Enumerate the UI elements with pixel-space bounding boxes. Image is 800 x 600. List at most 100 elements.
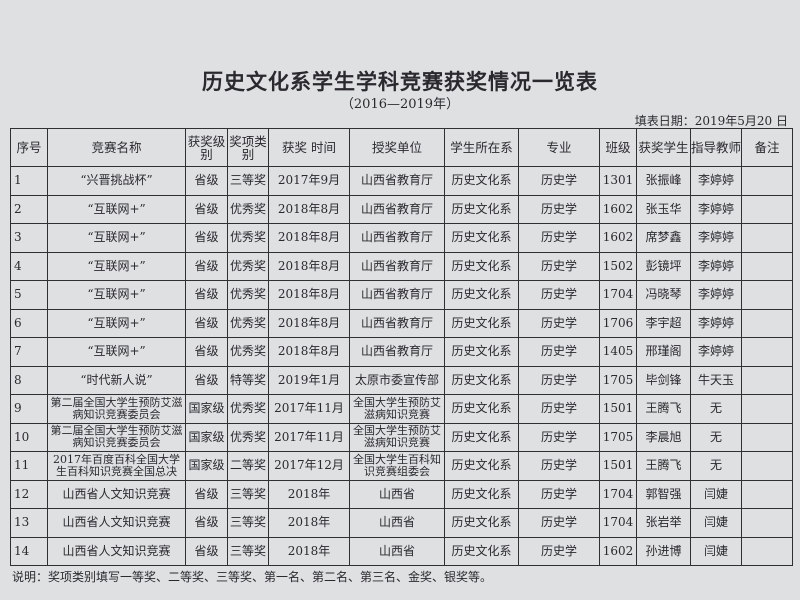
cell-award-category: 优秀奖 (227, 223, 269, 253)
header-advisor: 指导教师 (690, 128, 742, 167)
cell-major: 历史学 (518, 451, 600, 481)
cell-competition-name: “互联网+” (47, 223, 186, 253)
cell-department: 历史文化系 (444, 280, 519, 310)
cell-index: 8 (10, 365, 48, 395)
cell-award-category: 优秀奖 (227, 394, 269, 424)
cell-class: 1602 (599, 536, 637, 566)
table-row: 4 “互联网+” 省级 优秀奖 2018年8月 山西省教育厅 历史文化系 历史学 1502 彭镜坪… (10, 251, 793, 281)
cell-class: 1705 (599, 365, 637, 395)
cell-department: 历史文化系 (444, 308, 519, 338)
cell-index: 4 (10, 251, 48, 281)
cell-major: 历史学 (518, 394, 600, 424)
cell-advisor: 闫婕 (690, 479, 742, 509)
cell-student: 张振峰 (636, 166, 691, 196)
cell-major: 历史学 (518, 223, 600, 253)
cell-award-category: 特等奖 (227, 365, 269, 395)
cell-student: 孙进博 (636, 536, 691, 566)
cell-advisor: 无 (690, 422, 742, 452)
cell-remarks (741, 194, 793, 224)
header-department: 学生所在系 (444, 128, 519, 167)
cell-student: 张玉华 (636, 194, 691, 224)
table-row: 2 “互联网+” 省级 优秀奖 2018年8月 山西省教育厅 历史文化系 历史学 1602 张玉华… (10, 194, 793, 224)
cell-department: 历史文化系 (444, 422, 519, 452)
table-row: 1 “兴晋挑战杯” 省级 三等奖 2017年9月 山西省教育厅 历史文化系 历史学 1301 张振… (10, 166, 793, 196)
cell-competition-name: “互联网+” (47, 251, 186, 281)
cell-department: 历史文化系 (444, 394, 519, 424)
cell-class: 1501 (599, 394, 637, 424)
header-index: 序号 (10, 128, 48, 167)
cell-award-level: 省级 (185, 479, 228, 509)
document-title: 历史文化系学生学科竞赛获奖情况一览表 (202, 69, 598, 94)
cell-competition-name: “互联网+” (47, 280, 186, 310)
cell-advisor: 无 (690, 394, 742, 424)
table-row: 7 “互联网+” 省级 优秀奖 2018年8月 山西省教育厅 历史文化系 历史学 1405 邢瑾阁… (10, 337, 793, 367)
cell-award-category: 优秀奖 (227, 308, 269, 338)
cell-award-level: 省级 (185, 365, 228, 395)
cell-department: 历史文化系 (444, 194, 519, 224)
cell-award-time: 2018年8月 (268, 337, 350, 367)
table-row: 6 “互联网+” 省级 优秀奖 2018年8月 山西省教育厅 历史文化系 历史学 1706 李宇超… (10, 308, 793, 338)
cell-competition-name: 山西省人文知识竞赛 (47, 508, 186, 538)
cell-department: 历史文化系 (444, 451, 519, 481)
cell-major: 历史学 (518, 365, 600, 395)
cell-remarks (741, 223, 793, 253)
cell-award-time: 2017年12月 (268, 451, 350, 481)
cell-index: 6 (10, 308, 48, 338)
table-row: 14 山西省人文知识竞赛 省级 三等奖 2018年 山西省 历史文化系 历史学 1602 孙进博闫… (10, 536, 793, 566)
header-major: 专业 (518, 128, 600, 167)
cell-awarding-unit: 山西省教育厅 (349, 280, 445, 310)
cell-advisor: 李婷婷 (690, 194, 742, 224)
cell-class: 1301 (599, 166, 637, 196)
cell-competition-name: “互联网+” (47, 308, 186, 338)
cell-competition-name: 第二届全国大学生预防艾滋病知识竞赛委员会 (47, 394, 186, 424)
cell-class: 1704 (599, 508, 637, 538)
cell-awarding-unit: 山西省 (349, 536, 445, 566)
cell-index: 9 (10, 394, 48, 424)
cell-awarding-unit: 山西省 (349, 479, 445, 509)
cell-student: 席梦鑫 (636, 223, 691, 253)
cell-index: 7 (10, 337, 48, 367)
cell-award-level: 省级 (185, 508, 228, 538)
cell-award-time: 2018年8月 (268, 280, 350, 310)
cell-award-category: 优秀奖 (227, 251, 269, 281)
cell-award-category: 三等奖 (227, 536, 269, 566)
cell-department: 历史文化系 (444, 479, 519, 509)
cell-remarks (741, 365, 793, 395)
cell-index: 11 (10, 451, 48, 481)
table-row: 11 2017年百度百科全国大学生百科知识竞赛全国总决 国家级 二等奖 2017年12月… (10, 451, 793, 481)
cell-awarding-unit: 山西省教育厅 (349, 194, 445, 224)
cell-remarks (741, 451, 793, 481)
cell-index: 3 (10, 223, 48, 253)
fill-date: 填表日期：2019年5月20 日 (634, 114, 788, 128)
cell-awarding-unit: 山西省 (349, 508, 445, 538)
cell-remarks (741, 251, 793, 281)
cell-class: 1706 (599, 308, 637, 338)
cell-awarding-unit: 山西省教育厅 (349, 337, 445, 367)
cell-department: 历史文化系 (444, 223, 519, 253)
cell-index: 5 (10, 280, 48, 310)
cell-class: 1602 (599, 223, 637, 253)
cell-awarding-unit: 全国大学生预防艾滋病知识竞赛 (349, 422, 445, 452)
header-student: 获奖学生 (636, 128, 691, 167)
cell-index: 14 (10, 536, 48, 566)
cell-student: 冯晓琴 (636, 280, 691, 310)
cell-remarks (741, 479, 793, 509)
cell-department: 历史文化系 (444, 166, 519, 196)
cell-major: 历史学 (518, 337, 600, 367)
cell-award-category: 三等奖 (227, 479, 269, 509)
cell-award-category: 优秀奖 (227, 422, 269, 452)
cell-award-category: 三等奖 (227, 166, 269, 196)
cell-department: 历史文化系 (444, 536, 519, 566)
cell-class: 1602 (599, 194, 637, 224)
cell-student: 李晨旭 (636, 422, 691, 452)
cell-index: 12 (10, 479, 48, 509)
cell-index: 13 (10, 508, 48, 538)
cell-remarks (741, 337, 793, 367)
header-class: 班级 (599, 128, 637, 167)
cell-remarks (741, 422, 793, 452)
cell-major: 历史学 (518, 508, 600, 538)
cell-competition-name: “兴晋挑战杯” (47, 166, 186, 196)
cell-competition-name: 第二届全国大学生预防艾滋病知识竞赛委员会 (47, 422, 186, 452)
cell-student: 郭智强 (636, 479, 691, 509)
cell-index: 10 (10, 422, 48, 452)
